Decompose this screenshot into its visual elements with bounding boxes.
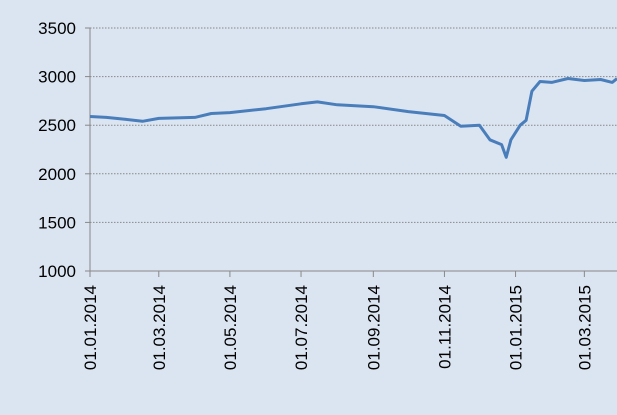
x-tick-label: 01.11.2014 xyxy=(435,285,454,369)
y-tick-label: 2500 xyxy=(38,116,76,135)
y-tick-label: 3000 xyxy=(38,68,76,87)
y-tick-label: 1500 xyxy=(38,213,76,232)
x-tick-label: 01.03.2014 xyxy=(150,285,169,370)
data-line xyxy=(89,77,617,159)
x-tick-label: 01.07.2014 xyxy=(292,285,311,370)
y-tick-label: 3500 xyxy=(38,19,76,38)
x-tick-label: 01.03.2015 xyxy=(575,285,594,370)
x-tick-label: 01.01.2015 xyxy=(507,285,526,370)
x-tick-label: 01.09.2014 xyxy=(364,285,383,370)
y-tick-label: 2000 xyxy=(38,165,76,184)
x-tick-label: 01.05.2014 xyxy=(221,285,240,370)
y-tick-label: 1000 xyxy=(38,262,76,281)
x-tick-label: 01.01.2014 xyxy=(81,285,100,370)
